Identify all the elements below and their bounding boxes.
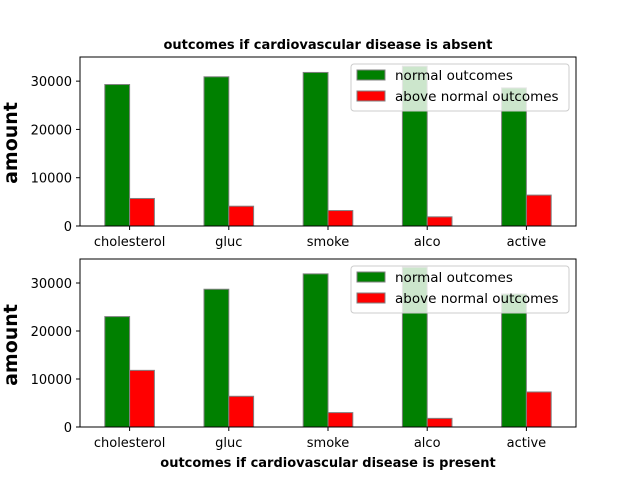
chart-bottom-bar-above-smoke	[327, 412, 354, 428]
chart-bottom-legend: normal outcomes above normal outcomes	[350, 265, 570, 314]
chart-bottom-x-axis-label: outcomes if cardiovascular disease is pr…	[160, 456, 495, 471]
chart-top-bar-above-active	[525, 194, 552, 227]
chart-top: outcomes if cardiovascular disease is ab…	[0, 38, 577, 250]
chart-top-legend-swatch-normal	[356, 69, 386, 81]
chart-bottom-y-tick-label-0: 0	[64, 421, 72, 436]
chart-bottom-x-tick-label-smoke: smoke	[307, 436, 349, 451]
chart-bottom-legend-label-above: above normal outcomes	[395, 291, 559, 307]
chart-top-x-tick-label-alco: alco	[414, 235, 441, 250]
chart-bottom-bar-normal-smoke	[302, 273, 329, 428]
chart-top-y-tick-label-30000: 30000	[31, 75, 72, 90]
chart-top-bar-above-cholesterol	[129, 197, 155, 227]
chart-bottom-x-tick-label-active: active	[507, 436, 547, 451]
chart-top-bar-normal-smoke	[302, 71, 329, 227]
chart-top-legend-label-above: above normal outcomes	[395, 89, 559, 105]
chart-bottom-bar-above-cholesterol	[129, 369, 155, 428]
chart-top-x-tick-label-cholesterol: cholesterol	[94, 235, 165, 250]
chart-bottom: amount outcomes if cardiovascular diseas…	[0, 258, 577, 471]
chart-bottom-x-tick-label-gluc: gluc	[215, 436, 242, 451]
chart-bottom-legend-swatch-normal	[356, 271, 386, 283]
chart-bottom-y-tick-label-30000: 30000	[31, 277, 72, 292]
chart-top-plot-area: cholesterol gluc smoke alco active 0 10000 2000…	[31, 56, 577, 250]
chart-top-legend-box	[350, 63, 570, 112]
chart-top-legend-swatch-above	[356, 90, 386, 102]
chart-bottom-legend-label-normal: normal outcomes	[395, 270, 513, 286]
chart-bottom-bar-normal-gluc	[203, 288, 230, 428]
chart-top-legend-label-normal: normal outcomes	[395, 68, 513, 84]
chart-bottom-y-tick-label-10000: 10000	[31, 373, 72, 388]
chart-top-legend: normal outcomes above normal outcomes	[350, 63, 570, 112]
chart-bottom-x-tick-label-cholesterol: cholesterol	[94, 436, 165, 451]
chart-top-y-axis-label: amount	[0, 102, 22, 184]
chart-bottom-x-tick-label-alco: alco	[414, 436, 441, 451]
chart-top-y-tick-label-0: 0	[64, 220, 72, 235]
chart-bottom-y-axis-label: amount	[0, 304, 22, 386]
chart-top-y-tick-label-20000: 20000	[31, 123, 72, 138]
chart-bottom-bar-above-alco	[426, 417, 453, 428]
chart-top-y-tick-label-10000: 10000	[31, 172, 72, 187]
chart-bottom-legend-box	[350, 265, 570, 314]
chart-top-title: outcomes if cardiovascular disease is ab…	[164, 38, 493, 53]
chart-bottom-bar-normal-active	[501, 293, 527, 428]
chart-top-bar-above-gluc	[228, 205, 255, 227]
chart-top-x-tick-label-gluc: gluc	[215, 235, 242, 250]
chart-top-bar-above-smoke	[327, 210, 354, 227]
chart-bottom-bar-above-active	[525, 391, 552, 428]
chart-bottom-legend-swatch-above	[356, 292, 386, 304]
chart-top-bar-above-alco	[426, 216, 453, 227]
chart-top-x-tick-label-active: active	[507, 235, 547, 250]
chart-bottom-bar-normal-cholesterol	[104, 316, 131, 428]
chart-bottom-bar-above-gluc	[228, 395, 255, 428]
chart-top-bar-normal-gluc	[203, 76, 230, 227]
chart-bottom-y-tick-label-20000: 20000	[31, 325, 72, 340]
chart-bottom-plot-area: cholesterol gluc smoke alco active 0 10000 2000…	[31, 258, 577, 451]
chart-top-bar-normal-cholesterol	[104, 84, 131, 227]
chart-top-x-tick-label-smoke: smoke	[307, 235, 349, 250]
